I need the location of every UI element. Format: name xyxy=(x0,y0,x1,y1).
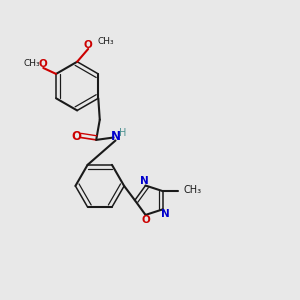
Text: N: N xyxy=(161,209,170,219)
Text: N: N xyxy=(140,176,148,186)
Text: CH₃: CH₃ xyxy=(23,59,40,68)
Text: CH₃: CH₃ xyxy=(183,185,201,195)
Text: CH₃: CH₃ xyxy=(98,37,115,46)
Text: O: O xyxy=(38,59,47,69)
Text: O: O xyxy=(72,130,82,143)
Text: O: O xyxy=(84,40,93,50)
Text: N: N xyxy=(110,130,121,143)
Text: O: O xyxy=(141,215,150,225)
Text: H: H xyxy=(119,128,127,138)
